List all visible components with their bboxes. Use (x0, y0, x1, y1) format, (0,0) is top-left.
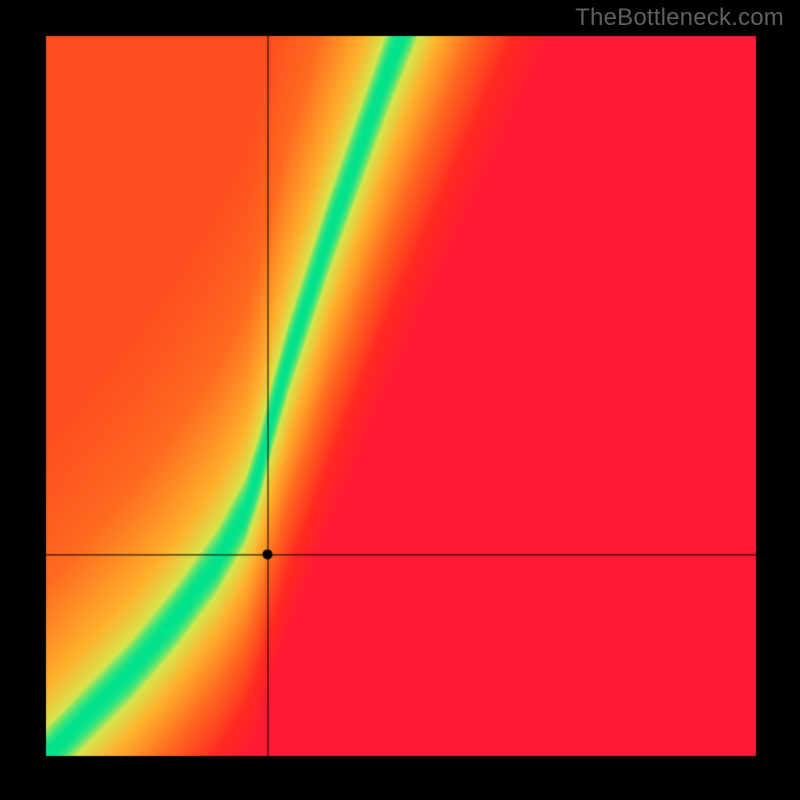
watermark-text: TheBottleneck.com (575, 4, 784, 32)
bottleneck-heatmap-canvas (0, 0, 800, 800)
chart-container: TheBottleneck.com (0, 0, 800, 800)
